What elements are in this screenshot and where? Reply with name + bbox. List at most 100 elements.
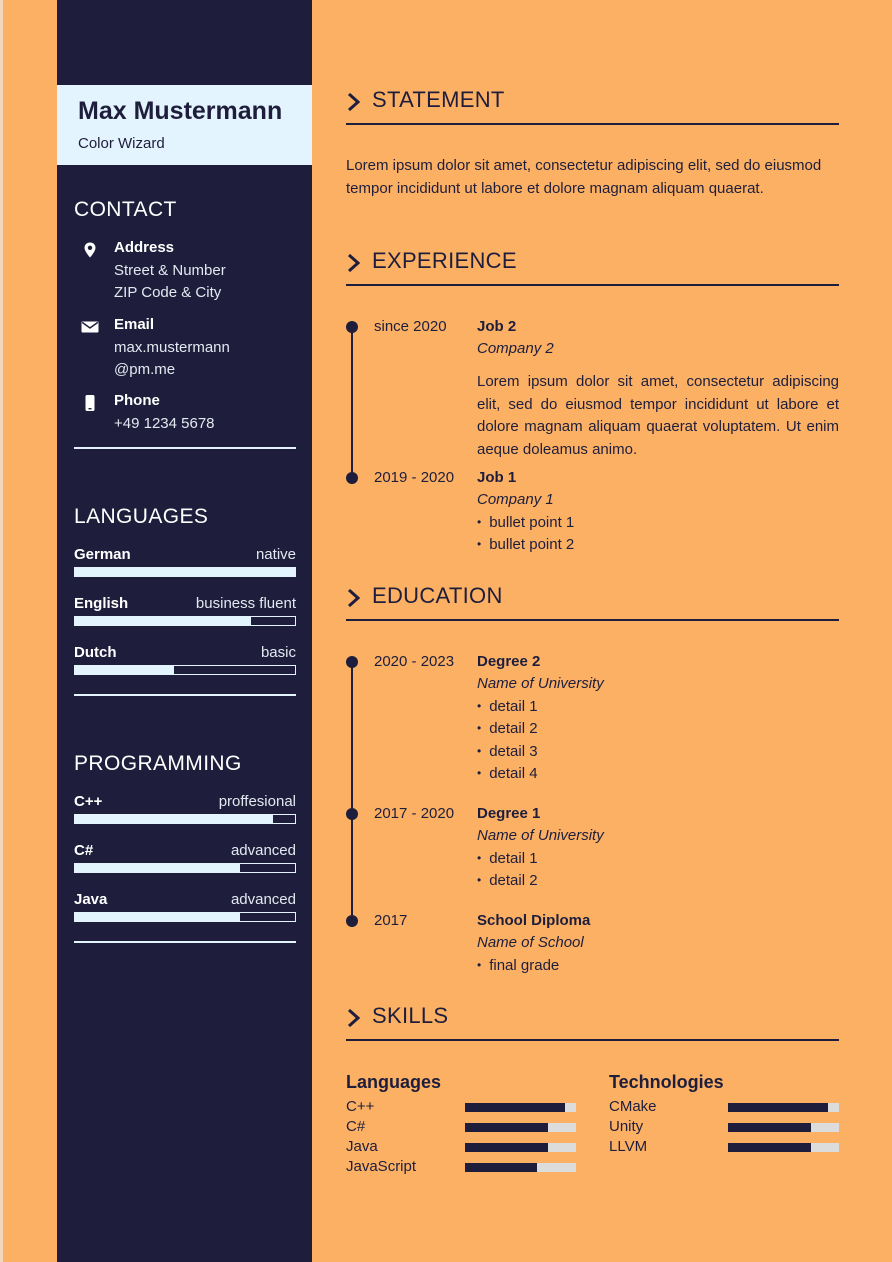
skills-item-bar-fill	[465, 1163, 538, 1172]
skills-item-bar-fill	[728, 1103, 828, 1112]
contact-line[interactable]: max.mustermann	[114, 339, 230, 356]
entry-bullet: detail 4	[477, 765, 537, 782]
skill-name: German	[74, 546, 131, 563]
entry-date: since 2020	[374, 318, 447, 335]
skill-name: English	[74, 595, 129, 612]
skills-column-title: Technologies	[609, 1072, 724, 1092]
skill-level-bar	[74, 665, 296, 675]
contact-phone: Phone +49 1234 5678	[74, 392, 296, 432]
skills-item-bar-fill	[728, 1123, 812, 1132]
skill-name: Dutch	[74, 644, 117, 661]
statement-header: STATEMENT	[346, 87, 839, 123]
entry-bullet: detail 1	[477, 698, 537, 715]
timeline-dot	[346, 472, 358, 484]
education-entry: 2020 - 2023 Degree 2 Name of University …	[346, 653, 839, 793]
divider	[74, 694, 296, 696]
skills-column-title: Languages	[346, 1072, 442, 1092]
chevron-right-icon	[348, 588, 361, 608]
entry-bullet: detail 1	[477, 850, 537, 867]
section-title: STATEMENT	[372, 87, 505, 112]
contact-line: ZIP Code & City	[114, 284, 222, 301]
skills-item-name: Java	[346, 1138, 378, 1155]
skill-level-bar	[74, 567, 296, 577]
skills-item-bar	[465, 1123, 576, 1132]
section-rule	[346, 619, 839, 621]
skill-level: advanced	[230, 891, 296, 908]
name-box: Max Mustermann Color Wizard	[57, 85, 312, 165]
languages-section: LANGUAGES German native English business fl…	[74, 505, 296, 705]
skills-item-name: Unity	[609, 1118, 644, 1135]
skills-item-bar-fill	[465, 1123, 549, 1132]
skill-row: English business fluent	[74, 595, 296, 631]
skill-level-fill	[75, 864, 240, 872]
skill-name: Java	[74, 891, 108, 908]
entry-subtitle: Name of University	[477, 675, 604, 692]
skills-item-name: JavaScript	[346, 1158, 417, 1175]
entry-subtitle: Name of School	[477, 934, 584, 951]
contact-heading: CONTACT	[74, 198, 177, 221]
section-rule	[346, 1039, 839, 1041]
envelope-icon	[81, 321, 99, 333]
entry-date: 2017	[374, 912, 408, 929]
education-header: EDUCATION	[346, 583, 839, 619]
education-entry: 2017 - 2020 Degree 1 Name of University …	[346, 805, 839, 895]
timeline-dot	[346, 915, 358, 927]
section-rule	[346, 284, 839, 286]
entry-bullet: detail 2	[477, 720, 537, 737]
timeline-line	[351, 661, 353, 921]
entry-subtitle: Name of University	[477, 827, 604, 844]
divider	[74, 941, 296, 943]
skills-item-bar	[728, 1143, 839, 1152]
entry-title: School Diploma	[477, 912, 591, 929]
entry-title: Job 1	[477, 469, 517, 486]
entry-bullet: detail 2	[477, 872, 537, 889]
contact-label: Phone	[114, 392, 160, 409]
skills-header: SKILLS	[346, 1003, 839, 1039]
skill-level: native	[255, 546, 296, 563]
timeline-dot	[346, 808, 358, 820]
entry-date: 2017 - 2020	[374, 805, 455, 822]
section-title: EXPERIENCE	[372, 248, 517, 273]
contact-label: Address	[114, 239, 175, 256]
contact-line[interactable]: @pm.me	[114, 361, 176, 378]
contact-address: Address Street & Number ZIP Code & City	[74, 239, 296, 301]
entry-title: Job 2	[477, 318, 517, 335]
skill-level-fill	[75, 617, 251, 625]
section-rule	[346, 123, 839, 125]
entry-description: Lorem ipsum dolor sit amet, consectetur …	[477, 373, 839, 458]
experience-header: EXPERIENCE	[346, 248, 839, 284]
skill-level-fill	[75, 568, 295, 576]
skills-item-bar-fill	[465, 1143, 549, 1152]
chevron-right-icon	[348, 253, 361, 273]
skills-item-bar	[465, 1103, 576, 1112]
phone-icon	[85, 395, 95, 411]
statement-text: Lorem ipsum dolor sit amet, consectetur …	[346, 157, 822, 197]
timeline-dot	[346, 656, 358, 668]
skill-level-bar	[74, 863, 296, 873]
contact-email: Email max.mustermann @pm.me	[74, 316, 296, 378]
entry-bullet: bullet point 2	[477, 536, 574, 553]
timeline-line	[351, 326, 353, 478]
skills-item-name: C#	[346, 1118, 366, 1135]
skill-row: C++ proffesional	[74, 793, 296, 829]
entry-date: 2019 - 2020	[374, 469, 455, 486]
skill-level: advanced	[230, 842, 296, 859]
skill-level-bar	[74, 912, 296, 922]
skill-level-fill	[75, 815, 273, 823]
timeline-dot	[346, 321, 358, 333]
skills-item-name: LLVM	[609, 1138, 648, 1155]
location-pin-icon	[84, 242, 96, 258]
skill-level: basic	[260, 644, 296, 661]
entry-title: Degree 1	[477, 805, 541, 822]
person-title: Color Wizard	[78, 135, 165, 152]
entry-bullet: bullet point 1	[477, 514, 574, 531]
contact-section: CONTACT Address Street & Number ZIP Code…	[74, 198, 296, 458]
person-name: Max Mustermann	[78, 97, 283, 125]
skill-level: business fluent	[195, 595, 296, 612]
skills-item-bar	[465, 1163, 576, 1172]
skills-item-bar	[728, 1123, 839, 1132]
education-entry: 2017 School Diploma Name of School final…	[346, 912, 839, 982]
entry-subtitle: Company 1	[477, 491, 554, 508]
entry-date: 2020 - 2023	[374, 653, 455, 670]
skill-row: C# advanced	[74, 842, 296, 878]
